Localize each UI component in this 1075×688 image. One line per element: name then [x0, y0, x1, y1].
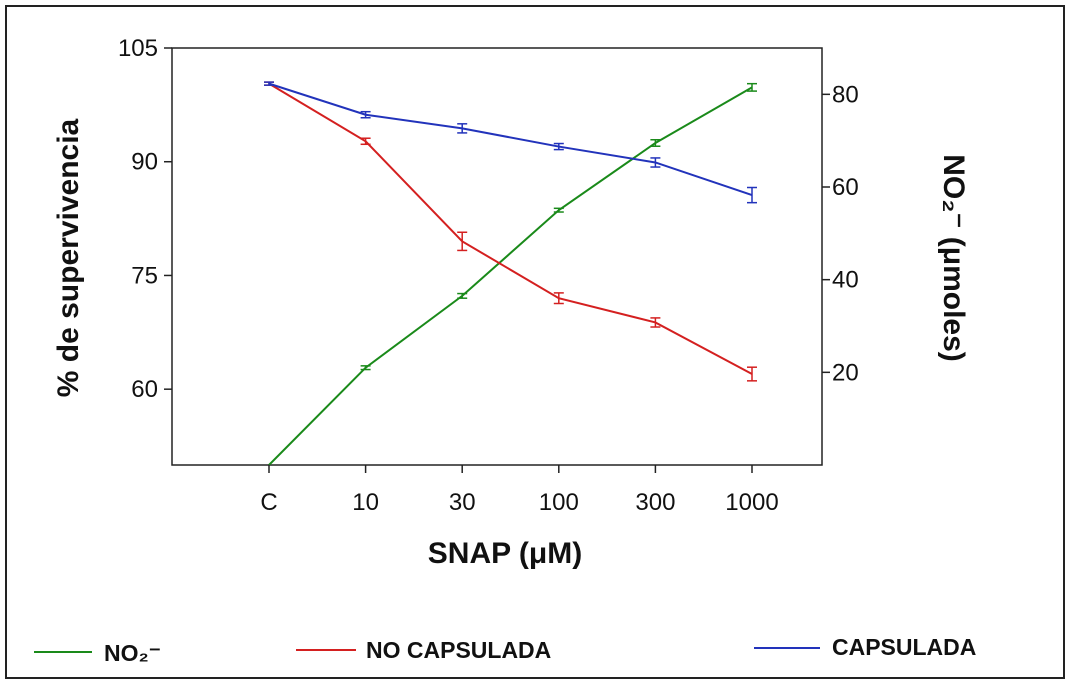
- series-2: [264, 81, 757, 204]
- y-left-tick-label-105: 105: [118, 35, 158, 62]
- error-bar-0-2: [457, 292, 468, 299]
- series-0: [268, 82, 757, 465]
- legend-label-capsulada: CAPSULADA: [832, 634, 976, 660]
- y-axis-right-ticks: 80 60 40 20: [822, 81, 859, 386]
- error-bar-2-1: [360, 110, 371, 119]
- y-right-tick-label-60: 60: [832, 174, 859, 201]
- y-left-tick-label-90: 90: [131, 149, 158, 176]
- y-left-tick-label-60: 60: [131, 376, 158, 403]
- x-axis-title: SNAP (μM): [428, 537, 582, 570]
- figure-border: [5, 5, 1065, 679]
- error-bar-1-1: [360, 137, 371, 146]
- y-left-tick-label-75: 75: [131, 262, 158, 289]
- x-tick-label-10: 10: [352, 489, 379, 516]
- error-bar-2-2: [457, 123, 468, 134]
- y-right-tick-label-80: 80: [832, 81, 859, 108]
- legend-label-no2: NO₂⁻: [104, 640, 161, 666]
- error-bar-2-4: [650, 157, 661, 168]
- error-bar-2-0: [264, 81, 274, 86]
- x-tick-label-30: 30: [449, 489, 476, 516]
- y-axis-left-title: % de supervivencia: [52, 118, 85, 397]
- series-line-1: [268, 82, 753, 375]
- series-layer: [264, 81, 757, 465]
- y-right-tick-label-40: 40: [832, 267, 859, 294]
- y-axis-right-title: NO₂⁻ (μmoles): [937, 154, 970, 362]
- error-bar-2-5: [747, 186, 757, 204]
- error-bar-1-2: [457, 231, 468, 252]
- y-axis-left-ticks: 105 90 75 60: [118, 35, 172, 403]
- error-bar-0-1: [360, 365, 371, 371]
- error-bar-1-3: [553, 292, 564, 305]
- x-tick-label-C: C: [260, 489, 277, 516]
- x-tick-label-100: 100: [539, 489, 579, 516]
- error-bar-0-5: [747, 82, 757, 92]
- error-bar-1-5: [747, 366, 757, 382]
- x-axis-ticks: C 10 30 100 300 1000: [260, 465, 779, 516]
- error-bar-2-3: [553, 142, 564, 151]
- plot-area: [171, 47, 823, 466]
- error-bar-1-4: [650, 317, 661, 328]
- error-bar-0-4: [650, 138, 661, 147]
- series-line-2: [268, 82, 753, 197]
- x-tick-label-1000: 1000: [725, 489, 778, 516]
- y-right-tick-label-20: 20: [832, 359, 859, 386]
- x-tick-label-300: 300: [635, 489, 675, 516]
- series-1: [264, 81, 757, 382]
- legend: NO₂⁻ NO CAPSULADA CAPSULADA: [34, 634, 976, 666]
- legend-label-no-capsulada: NO CAPSULADA: [366, 637, 551, 663]
- error-bar-0-3: [553, 207, 564, 213]
- series-line-0: [268, 86, 753, 465]
